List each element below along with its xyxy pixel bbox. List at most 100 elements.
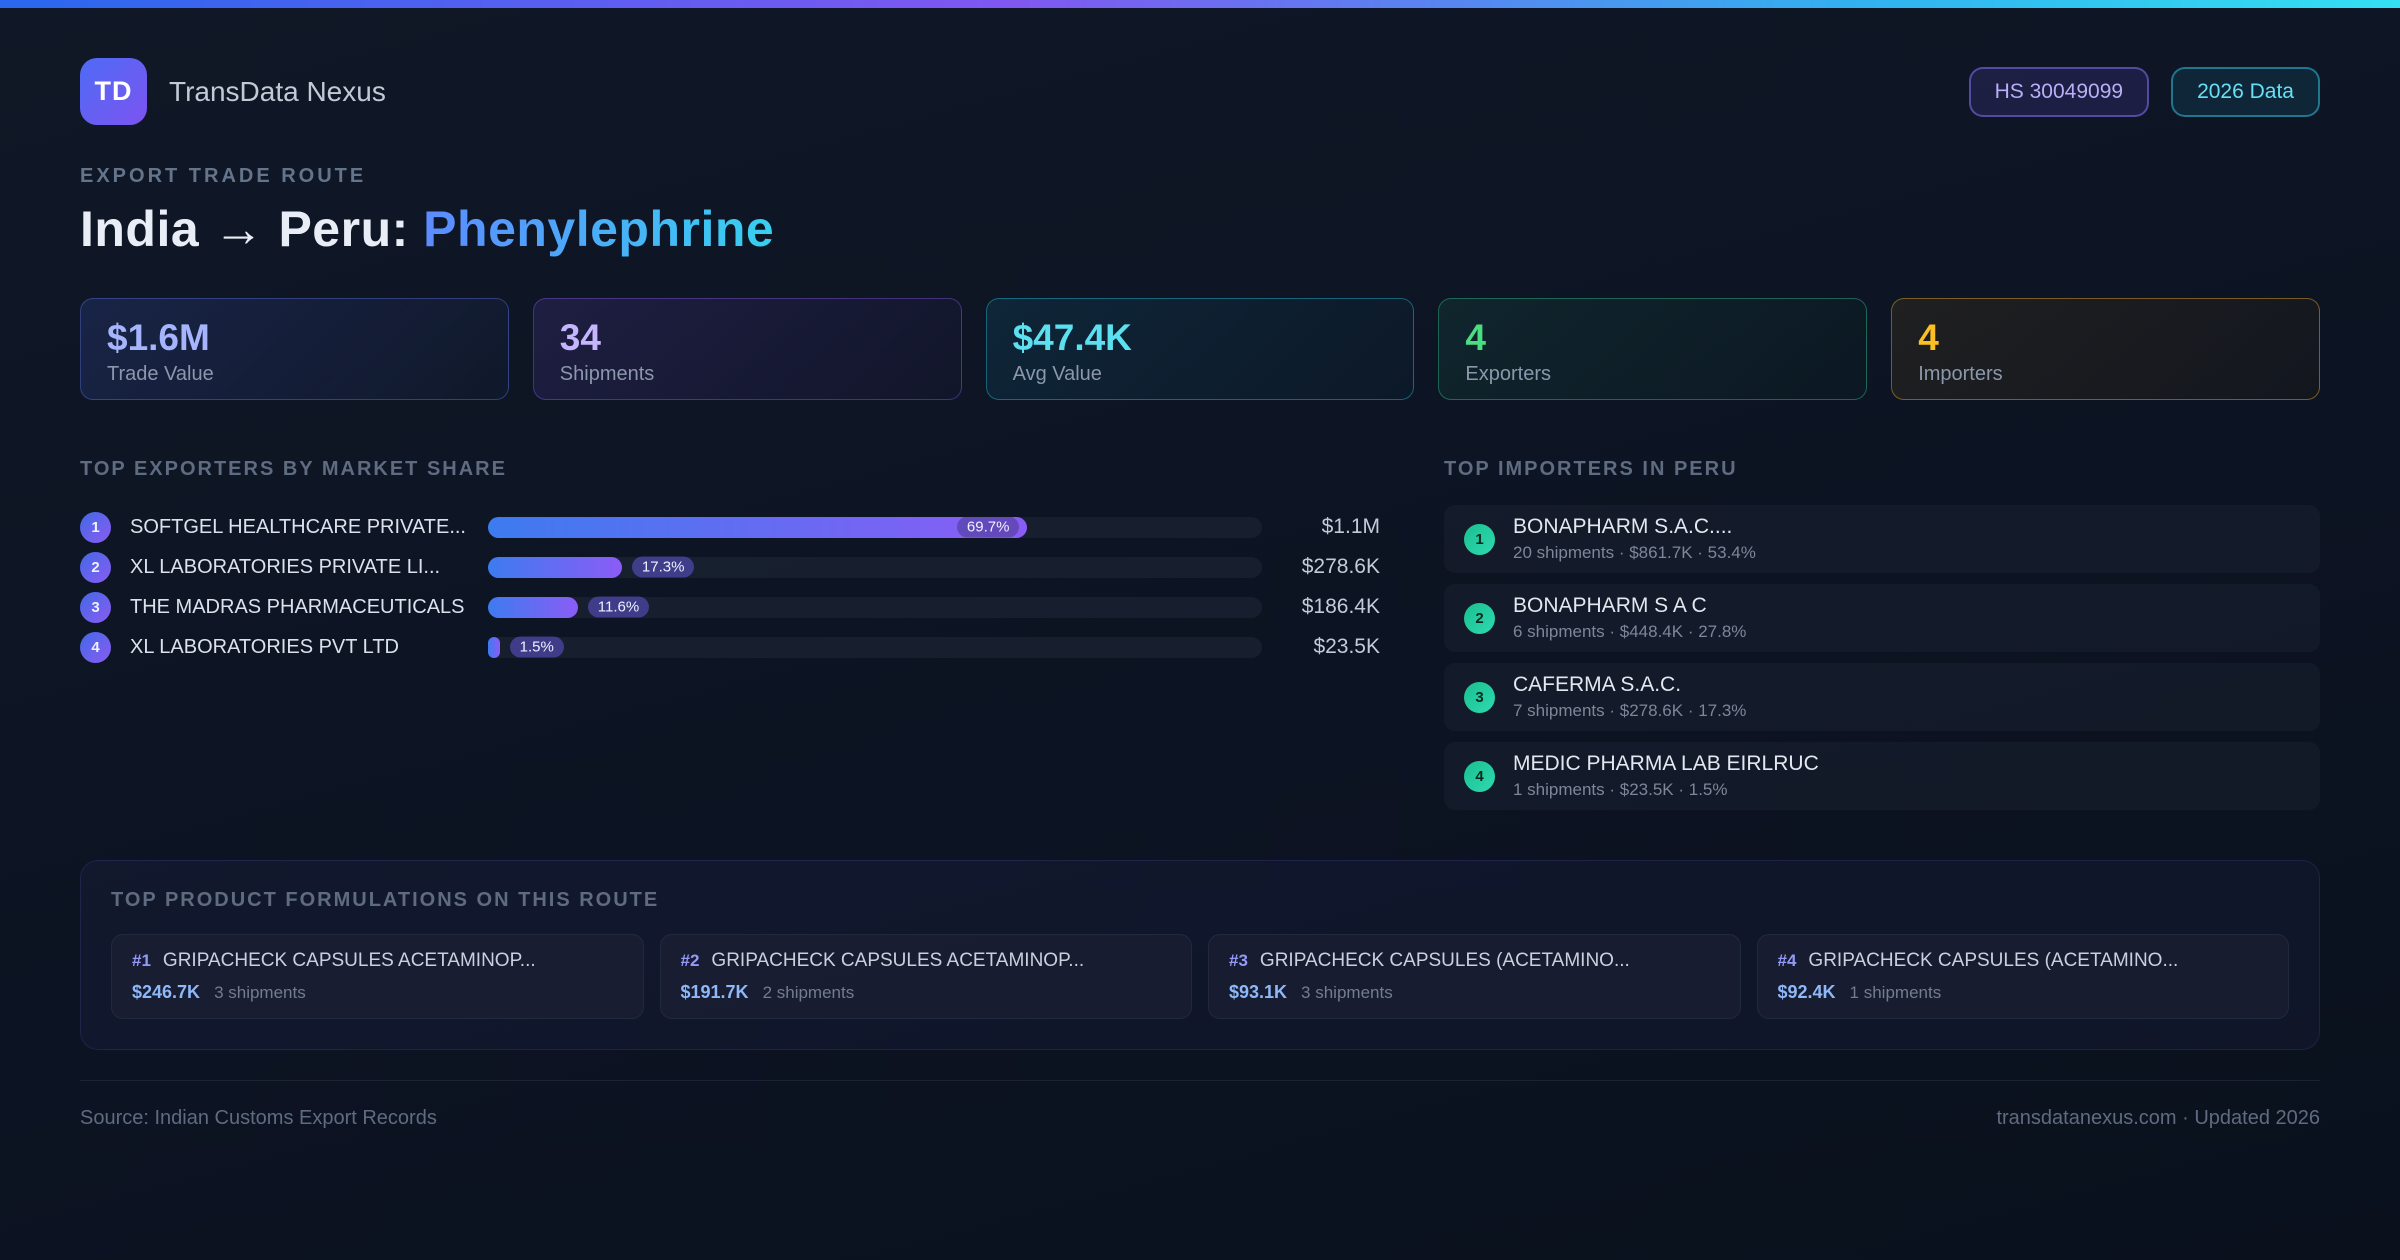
importer-name: BONAPHARM S A C [1513, 594, 1707, 617]
importer-info: MEDIC PHARMA LAB EIRLRUC 1 shipments · $… [1513, 752, 1819, 800]
formulation-rank: #3 [1229, 951, 1248, 970]
stat-card-trade-value: $1.6M Trade Value [80, 298, 509, 400]
hs-code-badge[interactable]: HS 30049099 [1968, 66, 2150, 117]
importer-info: BONAPHARM S A C 6 shipments · $448.4K · … [1513, 594, 1746, 642]
app-logo: TD [80, 58, 147, 125]
formulation-rank: #4 [1777, 951, 1797, 970]
formulation-card[interactable]: #2 GRIPACHECK CAPSULES ACETAMINOP... $19… [659, 934, 1192, 1019]
footer-source: Source: Indian Customs Export Records [80, 1107, 437, 1129]
market-share-percent: 11.6% [587, 596, 650, 618]
formulation-name: GRIPACHECK CAPSULES ACETAMINOP... [162, 950, 536, 971]
formulation-rank: #1 [132, 951, 151, 970]
stat-label: Shipments [559, 362, 655, 385]
rank-badge: 1 [80, 511, 111, 543]
formulation-stats: $246.7K 3 shipments [132, 982, 623, 1003]
rank-badge: 3 [80, 591, 111, 623]
exporter-row: 4 XL LABORATORIES PVT LTD 1.5% $23.5K [80, 627, 1380, 667]
year-badge[interactable]: 2026 Data [2171, 66, 2320, 117]
importer-detail: 6 shipments · $448.4K · 27.8% [1513, 622, 1747, 641]
stat-value: 4 [1918, 317, 1939, 358]
importer-row[interactable]: 2 BONAPHARM S A C 6 shipments · $448.4K … [1444, 584, 2320, 652]
formulation-card[interactable]: #3 GRIPACHECK CAPSULES (ACETAMINO... $93… [1208, 934, 1741, 1019]
formulations-panel: TOP PRODUCT FORMULATIONS ON THIS ROUTE #… [80, 860, 2320, 1050]
brand: TD TransData Nexus [80, 58, 386, 125]
footer-site: transdatanexus.com · Updated 2026 [1996, 1107, 2320, 1129]
stat-label: Importers [1918, 362, 2003, 385]
formulation-header: #4 GRIPACHECK CAPSULES (ACETAMINO... [1778, 950, 2269, 972]
exporter-trade-value: $186.4K [1301, 595, 1380, 618]
formulation-shipments: 3 shipments [214, 983, 306, 1002]
market-share-bar: 69.7% [488, 516, 1262, 538]
importer-detail: 20 shipments · $861.7K · 53.4% [1513, 543, 1756, 562]
market-share-percent: 17.3% [631, 556, 695, 578]
formulation-card[interactable]: #4 GRIPACHECK CAPSULES (ACETAMINO... $92… [1756, 934, 2289, 1019]
rank-badge: 2 [1464, 602, 1495, 634]
dashboard-root: TD TransData Nexus HS 30049099 2026 Data… [0, 0, 2400, 1130]
exporter-row: 3 THE MADRAS PHARMACEUTICALS 11.6% $186.… [80, 587, 1380, 627]
stat-card-importers: 4 Importers [1891, 298, 2320, 400]
formulation-value: $246.7K [132, 982, 201, 1002]
formulation-header: #1 GRIPACHECK CAPSULES ACETAMINOP... [132, 950, 623, 972]
formulation-card[interactable]: #1 GRIPACHECK CAPSULES ACETAMINOP... $24… [111, 934, 644, 1019]
formulations-list: #1 GRIPACHECK CAPSULES ACETAMINOP... $24… [111, 934, 2289, 1019]
importer-detail: 1 shipments · $23.5K · 1.5% [1513, 780, 1728, 799]
importers-section: TOP IMPORTERS IN PERU 1 BONAPHARM S.A.C.… [1444, 458, 2320, 810]
formulation-stats: $191.7K 2 shipments [681, 982, 1172, 1003]
route-title-text: India → Peru: [80, 201, 424, 257]
formulation-name: GRIPACHECK CAPSULES (ACETAMINO... [1808, 950, 2179, 971]
formulation-shipments: 1 shipments [1849, 983, 1942, 1002]
route-eyebrow: EXPORT TRADE ROUTE [80, 165, 367, 187]
market-share-bar: 17.3% [488, 556, 1262, 578]
importer-detail: 7 shipments · $278.6K · 17.3% [1513, 701, 1747, 720]
stat-card-exporters: 4 Exporters [1438, 298, 1868, 400]
exporters-list: 1 SOFTGEL HEALTHCARE PRIVATE... 69.7% $1… [80, 507, 1380, 667]
importers-list: 1 BONAPHARM S.A.C.... 20 shipments · $86… [1444, 505, 2320, 810]
formulation-header: #2 GRIPACHECK CAPSULES ACETAMINOP... [681, 950, 1172, 972]
exporter-row: 1 SOFTGEL HEALTHCARE PRIVATE... 69.7% $1… [80, 507, 1380, 547]
exporter-name: THE MADRAS PHARMACEUTICALS [130, 595, 465, 618]
stats-row: $1.6M Trade Value 34 Shipments $47.4K Av… [80, 298, 2320, 400]
formulations-title: TOP PRODUCT FORMULATIONS ON THIS ROUTE [111, 889, 660, 911]
exporter-row: 2 XL LABORATORIES PRIVATE LI... 17.3% $2… [80, 547, 1380, 587]
market-share-bar: 11.6% [488, 596, 1262, 618]
formulation-header: #3 GRIPACHECK CAPSULES (ACETAMINO... [1229, 950, 1720, 972]
formulation-value: $92.4K [1777, 982, 1836, 1002]
stat-value: 34 [559, 317, 601, 358]
market-share-percent: 69.7% [956, 516, 1020, 538]
market-share-bar-fill [488, 556, 622, 578]
formulation-shipments: 2 shipments [762, 983, 855, 1002]
header-badges: HS 30049099 2026 Data [1968, 66, 2320, 117]
importer-row[interactable]: 3 CAFERMA S.A.C. 7 shipments · $278.6K ·… [1444, 663, 2320, 731]
exporter-trade-value: $1.1M [1321, 515, 1380, 538]
exporter-trade-value: $278.6K [1301, 555, 1380, 578]
market-share-bar-fill [488, 636, 500, 658]
exporters-section: TOP EXPORTERS BY MARKET SHARE 1 SOFTGEL … [80, 458, 1380, 667]
rank-badge: 2 [80, 551, 111, 583]
stat-value: $1.6M [107, 317, 210, 358]
formulation-stats: $92.4K 1 shipments [1778, 982, 2269, 1003]
rank-badge: 4 [1464, 760, 1495, 792]
rank-badge: 3 [1464, 681, 1495, 713]
importer-row[interactable]: 1 BONAPHARM S.A.C.... 20 shipments · $86… [1444, 505, 2320, 573]
top-accent-bar [0, 0, 2400, 8]
importer-name: BONAPHARM S.A.C.... [1513, 515, 1733, 538]
market-share-bar-fill [488, 596, 578, 618]
stat-card-avg-value: $47.4K Avg Value [985, 298, 1415, 400]
exporters-section-title: TOP EXPORTERS BY MARKET SHARE [80, 458, 507, 480]
product-title-text: Phenylephrine [423, 201, 775, 257]
page-title: India → Peru: Phenylephrine [80, 200, 2320, 258]
formulation-name: GRIPACHECK CAPSULES ACETAMINOP... [711, 950, 1085, 971]
rank-badge: 1 [1464, 523, 1495, 555]
market-share-bar: 1.5% [488, 636, 1262, 658]
main-columns: TOP EXPORTERS BY MARKET SHARE 1 SOFTGEL … [80, 458, 2320, 810]
stat-value: 4 [1465, 317, 1486, 358]
formulation-value: $93.1K [1229, 982, 1288, 1002]
market-share-percent: 1.5% [509, 636, 564, 658]
market-share-bar-fill: 69.7% [488, 516, 1028, 538]
page-footer: Source: Indian Customs Export Records tr… [80, 1080, 2320, 1130]
importer-row[interactable]: 4 MEDIC PHARMA LAB EIRLRUC 1 shipments ·… [1444, 742, 2320, 810]
importers-section-title: TOP IMPORTERS IN PERU [1444, 458, 1738, 480]
app-header: TD TransData Nexus HS 30049099 2026 Data [80, 58, 2320, 125]
importer-info: BONAPHARM S.A.C.... 20 shipments · $861.… [1513, 515, 1756, 563]
exporter-name: XL LABORATORIES PRIVATE LI... [130, 555, 441, 578]
